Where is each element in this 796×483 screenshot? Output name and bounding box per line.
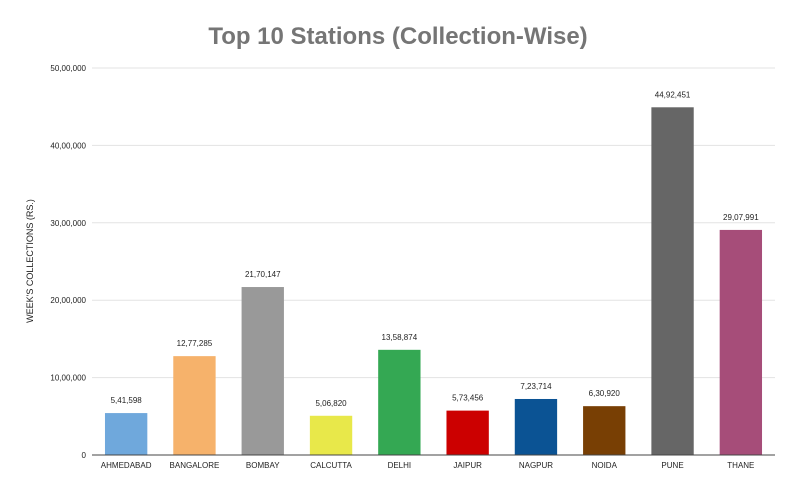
y-axis-label: WEEK'S COLLECTIONS (RS.) — [25, 199, 35, 323]
x-category-label: AHMEDABAD — [101, 461, 152, 470]
bar — [173, 356, 216, 455]
bar — [104, 413, 148, 455]
bars — [104, 107, 763, 455]
data-label: 5,06,820 — [315, 399, 347, 408]
bar — [514, 398, 558, 455]
x-category-label: DELHI — [388, 461, 412, 470]
bar — [378, 349, 421, 455]
x-category-label: NAGPUR — [519, 461, 553, 470]
y-axis-ticks: 0 10,00,000 20,00,000 30,00,000 40,00,000 50,… — [50, 64, 86, 460]
data-label: 21,70,147 — [245, 270, 281, 279]
y-tick-label: 20,00,000 — [50, 296, 86, 305]
data-label: 29,07,991 — [723, 213, 759, 222]
data-label: 44,92,451 — [655, 90, 691, 99]
x-category-label: THANE — [727, 461, 754, 470]
y-tick-label: 40,00,000 — [50, 141, 86, 150]
data-labels: 5,41,598 12,77,285 21,70,147 5,06,820 13,58,… — [111, 90, 760, 407]
y-tick-label: 0 — [82, 451, 87, 460]
bar — [309, 415, 353, 455]
x-category-label: JAIPUR — [453, 461, 482, 470]
data-label: 13,58,874 — [382, 333, 418, 342]
data-label: 5,41,598 — [111, 396, 143, 405]
data-label: 6,30,920 — [589, 389, 621, 398]
data-label: 5,73,456 — [452, 394, 484, 403]
bar — [719, 229, 763, 455]
data-label: 12,77,285 — [177, 339, 213, 348]
chart-title: Top 10 Stations (Collection-Wise) — [208, 23, 587, 50]
x-axis-categories: AHMEDABAD BANGALORE BOMBAY CALCUTTA DELHI JAI… — [101, 461, 755, 470]
bar — [583, 406, 626, 455]
y-tick-label: 10,00,000 — [50, 374, 86, 383]
y-tick-label: 30,00,000 — [50, 219, 86, 228]
bar — [446, 410, 489, 455]
x-category-label: NOIDA — [592, 461, 618, 470]
y-tick-label: 50,00,000 — [50, 64, 86, 73]
x-category-label: PUNE — [661, 461, 683, 470]
data-label: 7,23,714 — [520, 382, 552, 391]
x-category-label: BOMBAY — [246, 461, 280, 470]
x-category-label: BANGALORE — [170, 461, 220, 470]
bar — [651, 107, 694, 455]
bar — [241, 287, 284, 455]
x-category-label: CALCUTTA — [310, 461, 352, 470]
